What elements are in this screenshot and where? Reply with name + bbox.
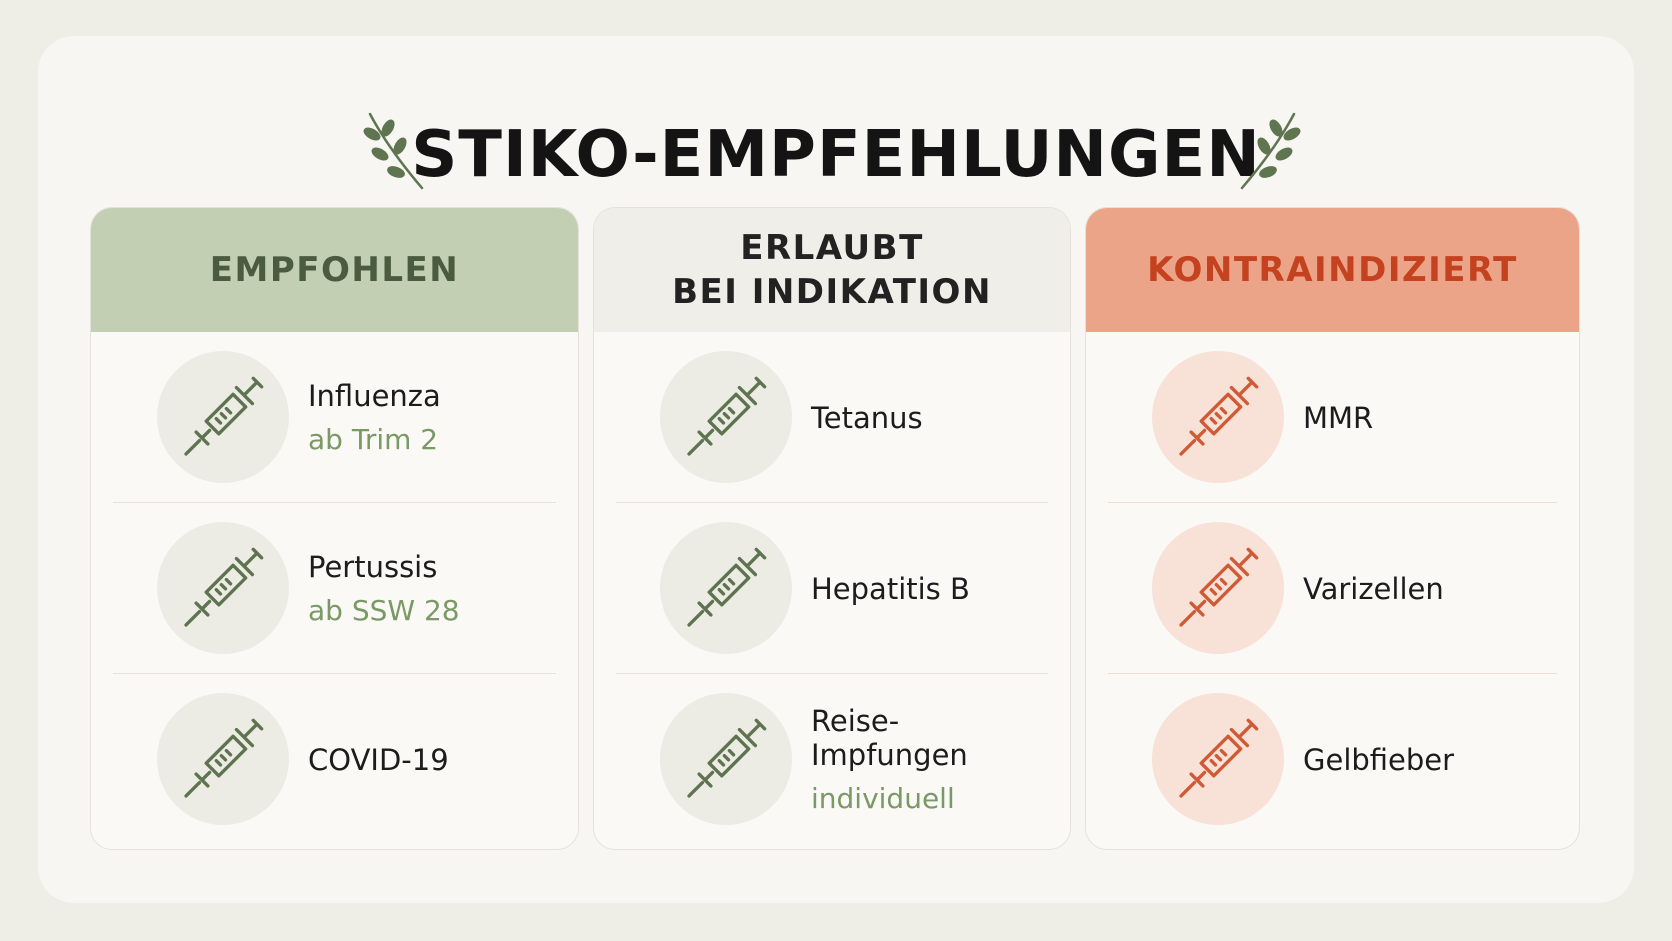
syringe-icon (1176, 546, 1260, 630)
separator (113, 501, 556, 503)
separator (113, 672, 556, 674)
separator (1108, 501, 1557, 503)
item-text: Reise-Impfungen individuell (811, 674, 1048, 845)
title: STIKO-EMPFEHLUNGEN (411, 118, 1261, 192)
syringe-icon (684, 717, 768, 801)
column-header: EMPFOHLEN (91, 208, 578, 332)
item-name: Reise-Impfungen (811, 704, 968, 772)
item-row: Pertussis ab SSW 28 (113, 503, 556, 674)
item-name: Hepatitis B (811, 571, 970, 606)
syringe-icon (684, 375, 768, 459)
header-line: ERLAUBT (740, 228, 924, 268)
item-row: Hepatitis B (616, 503, 1048, 674)
header-line: EMPFOHLEN (209, 250, 460, 290)
column-header: KONTRAINDIZIERT (1086, 208, 1579, 332)
icon-circle (157, 351, 289, 483)
item-row: COVID-19 (113, 674, 556, 845)
item-name: Tetanus (811, 400, 923, 435)
syringe-icon (181, 375, 265, 459)
item-name: Varizellen (1303, 571, 1444, 606)
item-name: COVID-19 (308, 742, 449, 777)
item-name: MMR (1303, 400, 1374, 435)
item-row: MMR (1108, 332, 1557, 503)
item-row: Varizellen (1108, 503, 1557, 674)
item-text: Varizellen (1303, 503, 1444, 674)
syringe-icon (1176, 375, 1260, 459)
item-row: Gelbfieber (1108, 674, 1557, 845)
icon-circle (1152, 351, 1284, 483)
item-note: ab Trim 2 (308, 423, 439, 456)
column: EMPFOHLEN Influenza ab Trim 2 Pertussis ab S… (90, 207, 579, 850)
item-row: Influenza ab Trim 2 (113, 332, 556, 503)
item-text: COVID-19 (308, 674, 449, 845)
syringe-icon (181, 546, 265, 630)
separator (1108, 672, 1557, 674)
column-header: ERLAUBT BEI INDIKATION (594, 208, 1070, 332)
icon-circle (1152, 693, 1284, 825)
icon-circle (660, 522, 792, 654)
item-name: Influenza (308, 379, 441, 413)
syringe-icon (684, 546, 768, 630)
item-text: Pertussis ab SSW 28 (308, 503, 460, 674)
column: KONTRAINDIZIERT MMR Varizellen Gelbfieber (1085, 207, 1580, 850)
column: ERLAUBT BEI INDIKATION Tetanus Hepatitis B R… (593, 207, 1071, 850)
item-name: Gelbfieber (1303, 742, 1455, 777)
item-text: Tetanus (811, 332, 923, 503)
item-text: Influenza ab Trim 2 (308, 332, 441, 503)
syringe-icon (181, 717, 265, 801)
icon-circle (1152, 522, 1284, 654)
icon-circle (660, 693, 792, 825)
item-row: Reise-Impfungen individuell (616, 674, 1048, 845)
item-text: Hepatitis B (811, 503, 970, 674)
item-text: Gelbfieber (1303, 674, 1454, 845)
separator (616, 672, 1048, 674)
separator (616, 501, 1048, 503)
icon-circle (660, 351, 792, 483)
item-note: individuell (811, 782, 955, 815)
syringe-icon (1176, 717, 1260, 801)
icon-circle (157, 693, 289, 825)
item-note: ab SSW 28 (308, 594, 460, 627)
item-row: Tetanus (616, 332, 1048, 503)
icon-circle (157, 522, 289, 654)
header-line: KONTRAINDIZIERT (1147, 250, 1518, 290)
item-name: Pertussis (308, 550, 438, 584)
sprig-right (1234, 108, 1306, 192)
header-line: BEI INDIKATION (672, 272, 992, 312)
item-text: MMR (1303, 332, 1373, 503)
